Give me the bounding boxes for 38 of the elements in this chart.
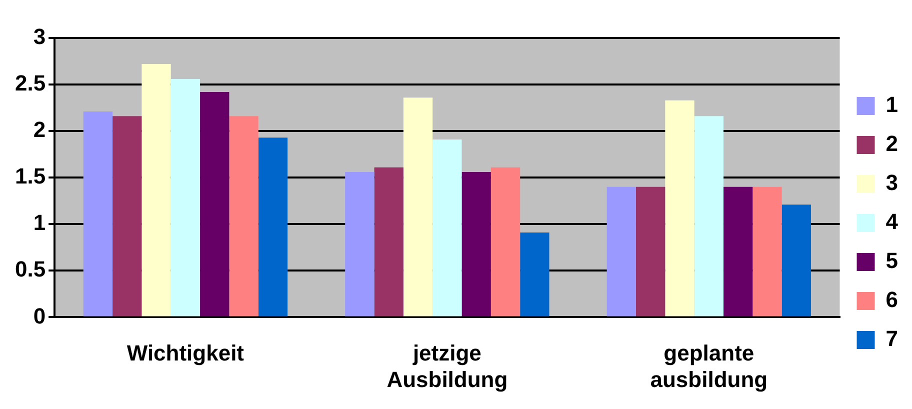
bar xyxy=(229,116,258,316)
x-tick-label: Wichtigkeit xyxy=(126,340,245,366)
bar xyxy=(345,172,374,316)
x-tick-label: jetzige Ausbildung xyxy=(386,340,508,392)
legend-label: 2 xyxy=(886,131,898,156)
bar xyxy=(374,167,404,316)
y-tick-label: 3 xyxy=(33,24,46,50)
legend-label: 3 xyxy=(886,170,898,196)
bar xyxy=(520,232,550,316)
bar xyxy=(694,116,724,316)
x-tick-label: geplante ausbildung xyxy=(650,340,768,392)
y-tick-label: 1.5 xyxy=(14,164,46,189)
legend-label: 7 xyxy=(886,326,898,352)
legend-label: 4 xyxy=(886,209,899,234)
bar xyxy=(258,138,288,316)
y-tick-label: 0 xyxy=(33,303,46,328)
bar xyxy=(432,139,462,316)
bar xyxy=(142,64,171,316)
bar xyxy=(112,116,142,316)
bar xyxy=(462,172,491,316)
y-tick-label: 0.5 xyxy=(14,256,46,282)
bar xyxy=(170,78,200,316)
y-tick-label: 2.5 xyxy=(14,70,46,96)
bar xyxy=(83,112,113,316)
bar xyxy=(665,100,694,316)
bar xyxy=(723,186,753,316)
bar xyxy=(403,98,433,316)
bar xyxy=(490,167,520,316)
bar xyxy=(752,186,782,316)
bar xyxy=(606,186,636,316)
bar xyxy=(636,186,666,316)
legend-label: 6 xyxy=(886,287,898,312)
y-tick-label: 2 xyxy=(33,117,46,142)
y-tick-label: 1 xyxy=(33,210,46,236)
legend-label: 5 xyxy=(886,248,898,274)
bar xyxy=(200,92,230,316)
bar xyxy=(782,204,811,316)
legend-label: 1 xyxy=(886,92,898,118)
